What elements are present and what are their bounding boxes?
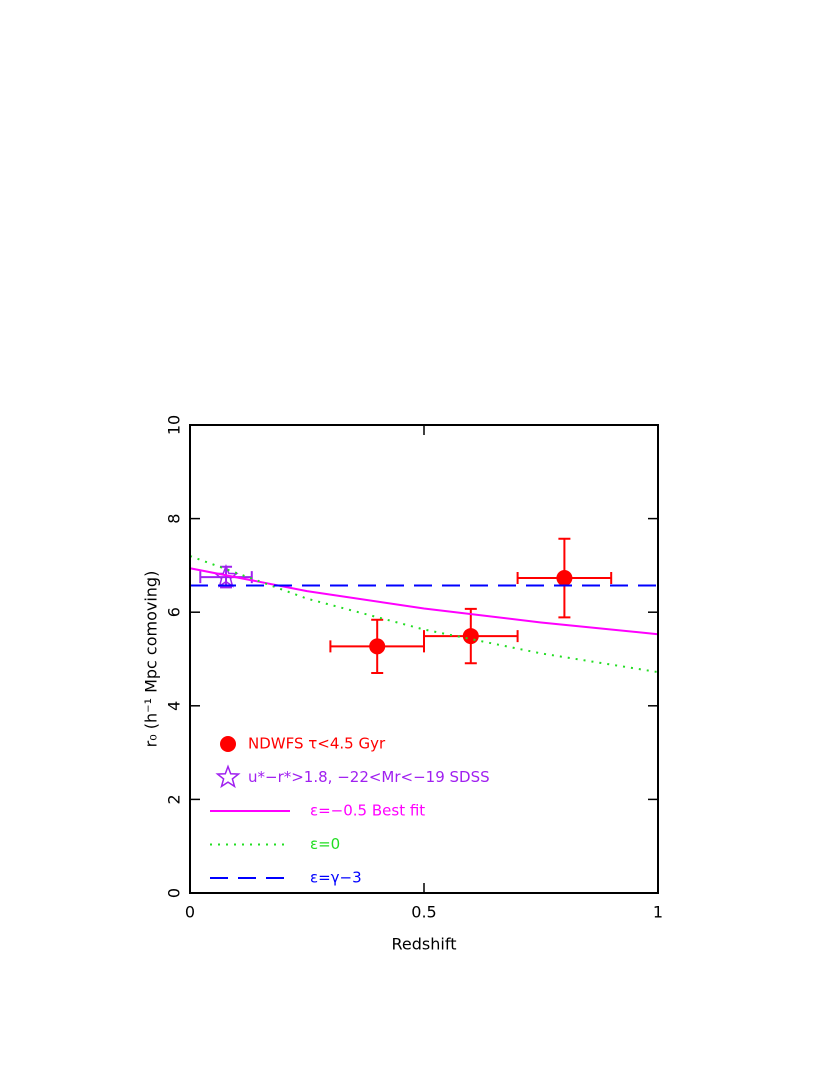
y-tick-label: 0 — [165, 888, 184, 898]
legend-swatch — [220, 736, 236, 752]
data-point — [369, 638, 386, 655]
legend-label: ε=γ−3 — [310, 869, 362, 887]
y-tick-label: 2 — [165, 794, 184, 804]
model-line — [189, 567, 659, 636]
data-point — [556, 570, 573, 587]
plot-frame — [189, 424, 659, 894]
data-point — [462, 628, 479, 645]
x-axis-label: Redshift — [392, 935, 457, 954]
model-line — [189, 555, 659, 674]
y-tick-label: 8 — [165, 514, 184, 524]
x-tick-label: 1 — [653, 903, 663, 922]
y-axis-label: r₀ (h⁻¹ Mpc comoving) — [142, 571, 161, 748]
y-tick-label: 6 — [165, 607, 184, 617]
x-tick-label: 0.5 — [411, 903, 436, 922]
legend-swatch — [215, 764, 241, 789]
legend-label: NDWFS τ<4.5 Gyr — [248, 735, 386, 753]
y-tick-label: 10 — [165, 415, 184, 435]
legend-label: u*−r*>1.8, −22<Mr<−19 SDSS — [248, 768, 490, 786]
legend-label: ε=0 — [310, 835, 340, 853]
x-tick-label: 0 — [185, 903, 195, 922]
y-tick-label: 4 — [165, 701, 184, 711]
legend-label: ε=−0.5 Best fit — [310, 802, 425, 820]
